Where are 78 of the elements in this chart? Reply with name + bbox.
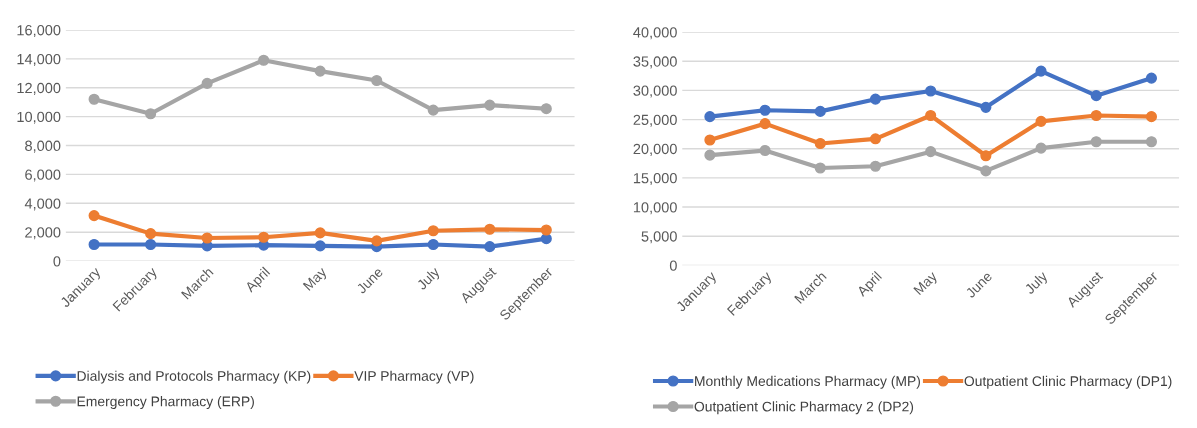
point <box>759 118 771 130</box>
legend-label: Outpatient Clinic Pharmacy 2 (DP2) <box>694 401 914 415</box>
point <box>427 238 439 251</box>
point <box>427 104 439 116</box>
point <box>145 238 157 251</box>
point <box>145 228 157 240</box>
point <box>540 103 552 115</box>
point <box>1145 136 1158 148</box>
point <box>88 93 100 105</box>
point <box>540 224 552 236</box>
point <box>869 93 882 105</box>
point <box>1090 109 1102 122</box>
point <box>759 144 771 157</box>
point <box>484 99 496 111</box>
y-tick-label: 10,000 <box>633 202 677 215</box>
y-tick-label: 35,000 <box>633 56 677 69</box>
point <box>314 65 326 77</box>
x-tick-label: July <box>1023 270 1051 297</box>
y-tick-label: 8,000 <box>25 140 61 153</box>
y-tick-label: 6,000 <box>25 169 61 182</box>
x-tick-label: July <box>415 265 443 293</box>
point <box>925 85 937 97</box>
point <box>484 223 496 235</box>
point <box>814 162 826 174</box>
point <box>1035 142 1047 154</box>
point <box>258 231 270 243</box>
point <box>980 150 992 162</box>
legend-label: Monthly Medications Pharmacy (MP) <box>695 375 920 389</box>
point <box>201 77 213 89</box>
point <box>814 105 826 117</box>
point <box>980 165 992 177</box>
y-tick-label: 25,000 <box>633 114 677 127</box>
point <box>869 160 882 172</box>
point <box>704 111 716 123</box>
y-tick-label: 2,000 <box>25 227 61 240</box>
point <box>869 133 882 145</box>
point <box>88 238 100 251</box>
y-tick-label: 40,000 <box>633 27 677 40</box>
point <box>1035 115 1047 127</box>
point <box>704 149 716 161</box>
y-tick-label: 15,000 <box>633 172 677 186</box>
point <box>1145 72 1158 84</box>
point <box>427 225 439 237</box>
point <box>925 109 937 122</box>
legend-label: VIP Pharmacy (VP) <box>354 370 474 384</box>
y-tick-label: 4,000 <box>24 198 61 211</box>
point <box>759 104 771 116</box>
y-tick-label: 5,000 <box>641 231 677 244</box>
point <box>145 108 157 120</box>
y-tick-label: 0 <box>669 260 677 271</box>
x-tick-label: May <box>913 270 940 298</box>
point <box>980 101 992 113</box>
y-tick-label: 12,000 <box>17 82 61 95</box>
y-tick-label: 0 <box>53 256 61 267</box>
point <box>704 134 716 146</box>
point <box>814 137 826 150</box>
point <box>371 74 383 87</box>
legend-label: Outpatient Clinic Pharmacy (DP1) <box>964 375 1172 389</box>
point <box>1145 111 1158 123</box>
y-tick-label: 16,000 <box>17 25 61 38</box>
point <box>314 227 326 239</box>
point <box>201 232 213 244</box>
y-tick-label: 20,000 <box>633 143 677 156</box>
point <box>314 240 326 252</box>
x-tick-label: May <box>302 266 330 293</box>
point <box>484 241 496 253</box>
point <box>1090 136 1102 148</box>
point <box>1090 90 1102 102</box>
point <box>88 210 100 222</box>
y-tick-label: 14,000 <box>17 53 61 66</box>
point <box>371 235 383 247</box>
y-tick-label: 10,000 <box>17 111 61 124</box>
y-tick-label: 30,000 <box>633 85 677 98</box>
legend-label: Dialysis and Protocols Pharmacy (KP) <box>77 370 311 384</box>
point <box>258 54 270 66</box>
point <box>1035 65 1047 77</box>
point <box>925 146 937 158</box>
legend-label: Emergency Pharmacy (ERP) <box>77 396 254 410</box>
